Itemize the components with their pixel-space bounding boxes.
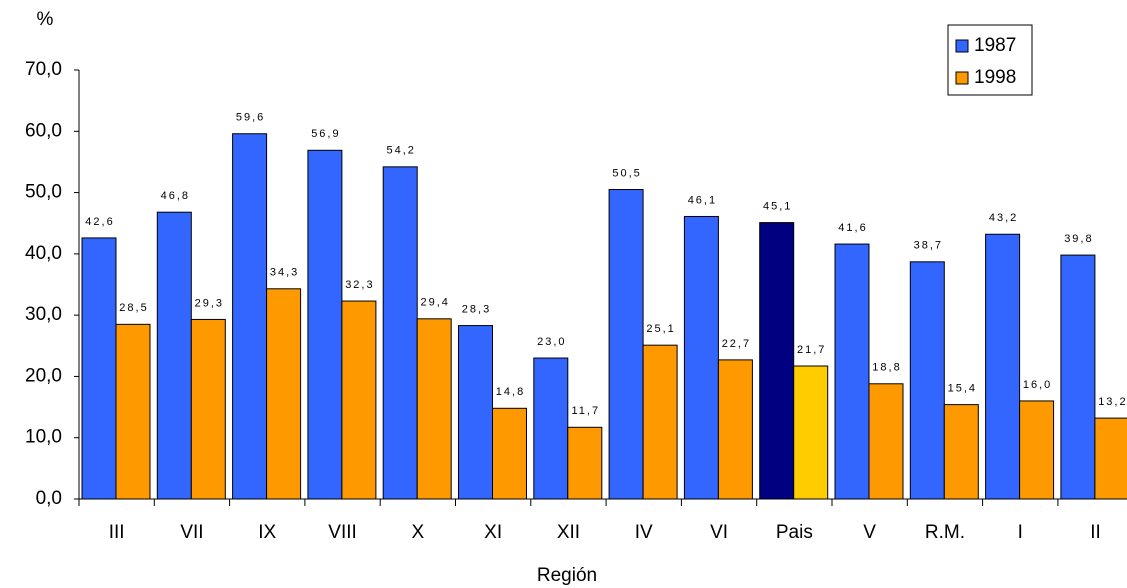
bar [81,237,117,500]
bar [156,211,192,500]
y-tick-label: 30,0 [25,304,62,325]
bar [266,288,302,500]
value-label: 18,8 [872,362,901,374]
value-label: 43,2 [989,212,1018,224]
legend-swatch [955,71,969,85]
bar [834,243,870,500]
x-tick-label: IV [635,522,653,543]
value-label: 50,5 [612,167,641,179]
bar [416,318,452,500]
bar [985,233,1021,500]
x-tick-label: XI [484,522,502,543]
bar [1094,417,1127,500]
bar [341,300,377,500]
value-label: 42,6 [85,216,114,228]
bar [533,357,569,500]
value-label: 54,2 [386,145,415,157]
legend-label: 1998 [974,67,1016,88]
legend-label: 1987 [974,35,1016,56]
value-label: 34,3 [270,267,299,279]
bar [642,344,678,500]
bar [793,365,829,500]
value-label: 22,7 [722,338,751,350]
x-tick-label: X [412,522,425,543]
bar [307,149,343,500]
x-tick-label: R.M. [925,522,965,543]
value-label: 25,1 [646,323,675,335]
y-tick-label: 20,0 [25,365,62,386]
bar [567,426,603,500]
y-tick-label: 50,0 [25,182,62,203]
value-label: 38,7 [914,240,943,252]
y-tick-label: 40,0 [25,243,62,264]
y-tick-label: 70,0 [25,59,62,80]
value-label: 23,0 [537,336,566,348]
bar [608,189,644,500]
bar [909,261,945,500]
value-label: 29,4 [420,297,449,309]
x-tick-label: VI [710,522,728,543]
bar [190,318,226,500]
value-label: 28,3 [462,303,491,315]
x-tick-label: V [863,522,876,543]
y-tick-label: 10,0 [25,427,62,448]
y-tick-label: 60,0 [25,120,62,141]
value-label: 16,0 [1023,379,1052,391]
value-label: 45,1 [763,201,792,213]
y-tick-label: 0,0 [36,488,62,509]
value-label: 14,8 [496,386,525,398]
x-tick-label: II [1090,522,1101,543]
value-label: 46,8 [161,190,190,202]
x-tick-label: VIII [328,522,357,543]
value-label: 13,2 [1098,396,1127,408]
bar [683,215,719,500]
x-tick-label: III [109,522,125,543]
x-tick-label: VII [180,522,203,543]
bar [492,407,527,500]
bar [1060,254,1096,500]
value-label: 11,7 [572,405,601,417]
bar [868,383,904,500]
value-label: 39,8 [1064,233,1093,245]
x-tick-label: I [1018,522,1023,543]
legend-swatch [955,39,969,53]
bar [759,222,795,500]
bar [232,133,268,500]
x-tick-label: XII [557,522,580,543]
x-tick-label: IX [258,522,276,543]
x-tick-label: Pais [776,522,813,543]
value-label: 21,7 [797,344,826,356]
bar [115,323,151,500]
value-label: 15,4 [948,383,977,395]
bar [458,325,493,500]
x-axis-label: Región [537,565,597,586]
bar [382,166,418,500]
value-label: 28,5 [119,302,148,314]
value-label: 41,6 [838,222,867,234]
value-label: 32,3 [345,279,374,291]
value-label: 56,9 [311,128,340,140]
bar [1019,400,1055,500]
y-unit-label: % [37,9,54,30]
value-label: 29,3 [195,297,224,309]
bar [717,359,753,500]
bar [943,404,979,500]
value-label: 46,1 [688,194,717,206]
value-label: 59,6 [236,112,265,124]
